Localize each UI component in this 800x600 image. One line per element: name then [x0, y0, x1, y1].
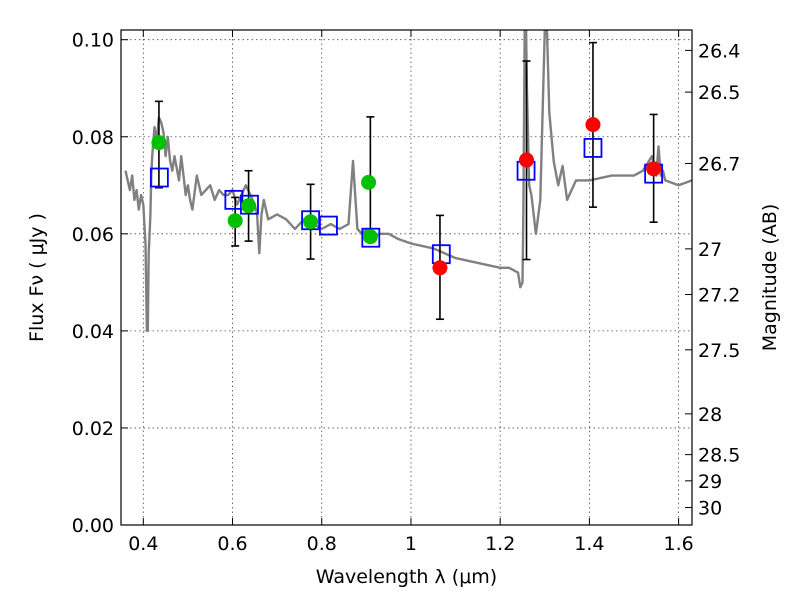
model-photometry-square	[149, 167, 169, 188]
right-tick-label: 26.4	[698, 40, 740, 62]
green-photometry-point	[303, 214, 319, 230]
model-photometry-square	[224, 189, 244, 210]
x-axis-label: Wavelength λ (μm)	[316, 566, 497, 588]
x-tick-label: 1.2	[485, 533, 515, 555]
right-axis-label: Magnitude (AB)	[759, 204, 781, 352]
right-tick-label: 28	[698, 404, 722, 426]
y-tick-label: 0.06	[72, 224, 114, 246]
red-photometry-point	[585, 117, 601, 133]
model-spectrum-line	[124, 30, 692, 333]
red-photometry-point	[432, 260, 448, 276]
x-tick-label: 1.6	[664, 533, 694, 555]
x-tick-label: 1.4	[574, 533, 604, 555]
red-photometry-point	[646, 161, 662, 177]
y-tick-label: 0.08	[72, 127, 114, 149]
right-tick-label: 29	[698, 471, 722, 493]
grid-lines	[121, 30, 692, 525]
right-tick-label: 26.7	[698, 153, 740, 175]
right-tick-label: 27.2	[698, 284, 740, 306]
model-photometry-square	[319, 215, 338, 236]
axis-ticks-layer: 0.4 0.6 0.8 1 1.2 1.4 1.6 0.00 0.02 0.04 0.06 0.08 0…	[72, 30, 741, 555]
model-photometry-square	[583, 138, 603, 158]
y-tick-label: 0.10	[72, 30, 114, 52]
data-points-layer	[149, 117, 664, 276]
right-tick-label: 28.5	[698, 445, 740, 467]
y-tick-label: 0.04	[72, 321, 114, 343]
y-axis-label: Flux Fν ( μJy )	[26, 213, 48, 342]
right-tick-label: 26.5	[698, 82, 740, 104]
model-spectrum-layer	[124, 30, 692, 333]
green-photometry-point	[227, 213, 243, 229]
model-photometry-square	[361, 227, 381, 248]
y-tick-label: 0.00	[72, 515, 114, 537]
green-photometry-point	[241, 198, 257, 214]
right-tick-label: 27	[698, 239, 722, 261]
right-tick-label: 30	[698, 498, 722, 520]
right-tick-label: 27.5	[698, 340, 740, 362]
red-photometry-point	[518, 152, 534, 168]
green-photometry-point	[362, 229, 378, 245]
plot-frame	[120, 29, 693, 526]
x-tick-label: 0.4	[128, 533, 158, 555]
green-photometry-point	[361, 174, 377, 190]
green-photometry-point	[151, 135, 167, 151]
x-tick-label: 1	[405, 533, 417, 555]
y-tick-label: 0.02	[72, 418, 114, 440]
x-tick-label: 0.6	[217, 533, 247, 555]
x-tick-label: 0.8	[307, 533, 337, 555]
model-photometry-square	[240, 194, 259, 215]
